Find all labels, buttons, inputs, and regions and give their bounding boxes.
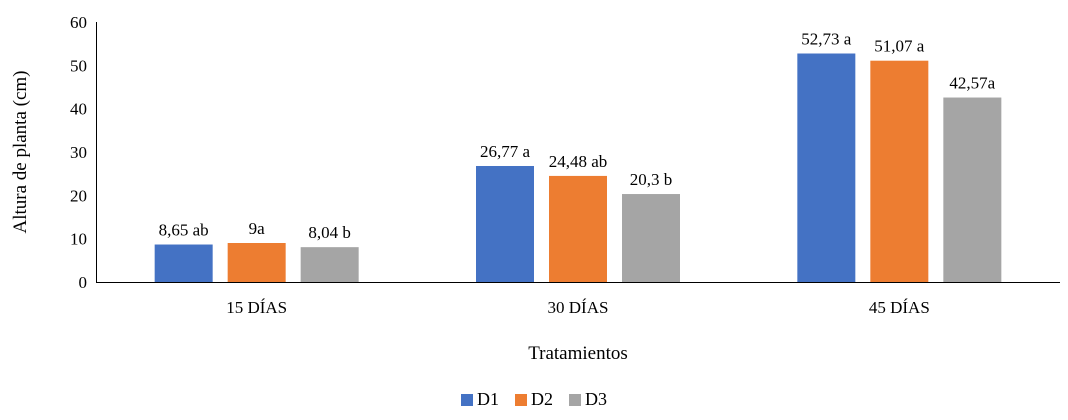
legend-label: D2 xyxy=(531,389,553,409)
y-tick-label: 60 xyxy=(70,13,87,32)
y-axis-title: Altura de planta (cm) xyxy=(10,70,31,233)
bar xyxy=(943,97,1002,282)
bar xyxy=(300,247,359,282)
y-tick-label: 50 xyxy=(70,56,87,75)
x-tick-label: 15 DÍAS xyxy=(226,298,287,317)
bar xyxy=(870,60,929,282)
bar xyxy=(154,244,213,282)
x-tick-label: 30 DÍAS xyxy=(548,298,609,317)
legend-swatch xyxy=(461,394,473,406)
data-label: 51,07 a xyxy=(874,37,925,56)
y-tick-label: 0 xyxy=(79,273,88,292)
bars xyxy=(154,53,1002,283)
y-tick-label: 30 xyxy=(70,143,87,162)
bar xyxy=(797,53,856,283)
bar xyxy=(622,194,680,282)
bar xyxy=(227,243,286,282)
data-label: 20,3 b xyxy=(630,170,673,189)
legend-swatch xyxy=(569,394,581,406)
legend-label: D1 xyxy=(477,389,499,409)
bar xyxy=(549,175,607,282)
y-tick-label: 10 xyxy=(70,230,87,249)
x-tick-label: 45 DÍAS xyxy=(869,298,930,317)
data-labels: 8,65 ab 9a 8,04 b 26,77 a 24,48 ab 20,3 b 52,7… xyxy=(159,30,996,243)
data-label: 42,57a xyxy=(949,74,995,93)
y-tick-label: 40 xyxy=(70,100,87,119)
data-label: 9a xyxy=(249,219,266,238)
legend: D1 D2 D3 xyxy=(461,389,607,409)
y-axis-ticks: 0 10 20 30 40 50 60 xyxy=(70,13,87,292)
x-axis-ticks: 15 DÍAS 30 DÍAS 45 DÍAS xyxy=(226,298,930,317)
legend-label: D3 xyxy=(585,389,607,409)
data-label: 24,48 ab xyxy=(549,152,608,171)
x-axis-title: Tratamientos xyxy=(528,343,628,364)
y-tick-label: 20 xyxy=(70,186,87,205)
data-label: 8,04 b xyxy=(308,223,351,242)
data-label: 52,73 a xyxy=(801,30,852,49)
bar xyxy=(476,165,534,282)
data-label: 26,77 a xyxy=(480,142,531,161)
data-label: 8,65 ab xyxy=(159,221,209,240)
legend-swatch xyxy=(515,394,527,406)
